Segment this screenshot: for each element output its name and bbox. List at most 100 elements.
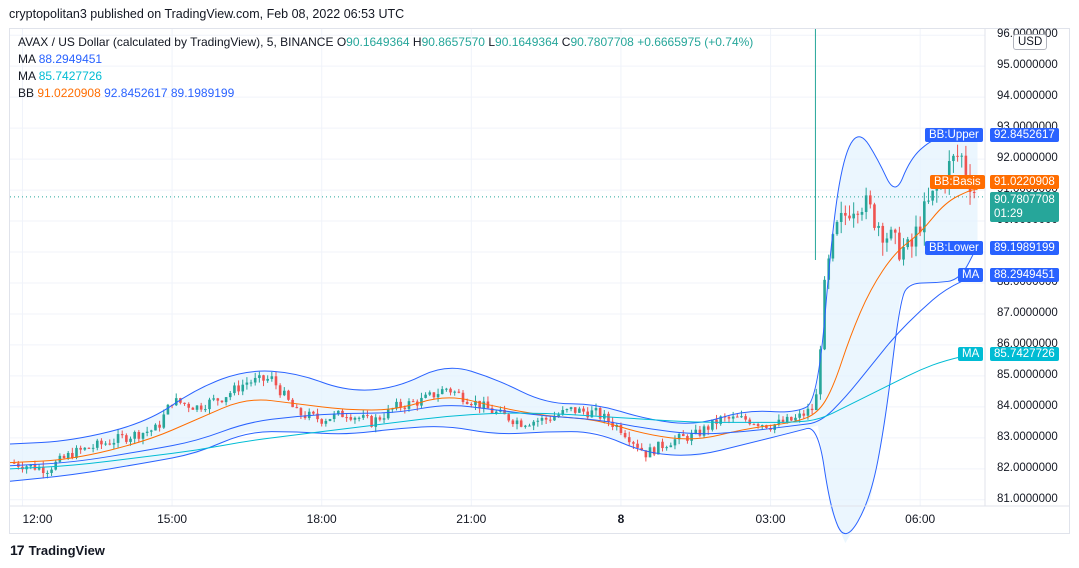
candle-body <box>220 400 224 403</box>
candle-body <box>436 394 440 398</box>
candle-body <box>116 434 120 443</box>
publish-header: cryptopolitan3 published on TradingView.… <box>9 7 405 21</box>
price-tick-label: 85.0000000 <box>997 368 1058 381</box>
candle-body <box>33 464 37 470</box>
candle-body <box>266 378 269 381</box>
symbol-title[interactable]: AVAX / US Dollar (calculated by TradingV… <box>18 35 334 49</box>
candle-body <box>573 407 577 413</box>
candle-body <box>715 419 718 424</box>
candle-body <box>902 247 905 260</box>
bb-lower-tag-value: 89.1989199 <box>990 241 1059 255</box>
legend-ma-slow-row[interactable]: MA 85.7427726 <box>18 68 753 85</box>
bb-basis-tag-label: BB:Basis <box>930 175 985 189</box>
candle-body <box>278 385 282 396</box>
candle-body <box>228 393 232 398</box>
candle-body <box>399 401 402 408</box>
candle-body <box>623 432 627 438</box>
price-tick-label: 82.0000000 <box>997 461 1058 474</box>
candle-body <box>835 221 839 235</box>
candle-body <box>62 455 66 458</box>
candle-body <box>889 229 893 239</box>
legend-symbol-row: AVAX / US Dollar (calculated by TradingV… <box>18 34 753 51</box>
legend-ma-fast-row[interactable]: MA 88.2949451 <box>18 51 753 68</box>
price-tick-label: 81.0000000 <box>997 492 1058 505</box>
candle-body <box>403 407 407 409</box>
candle-body <box>947 161 951 185</box>
candle-body <box>806 408 810 416</box>
candle-body <box>557 414 560 417</box>
candle-body <box>698 429 702 436</box>
candle-body <box>332 413 336 420</box>
candle-body <box>852 213 855 219</box>
candle-body <box>765 425 768 428</box>
candle-body <box>914 226 918 247</box>
candle-body <box>366 415 369 417</box>
candle-body <box>253 377 257 383</box>
bb-label: BB <box>18 86 35 100</box>
candle-body <box>640 447 644 451</box>
candle-body <box>598 408 602 419</box>
candle-body <box>706 426 710 430</box>
candle-body <box>490 408 494 414</box>
candle-body <box>661 441 664 449</box>
candle-body <box>669 445 673 448</box>
candle-body <box>191 407 195 410</box>
candle-body <box>644 450 648 458</box>
candle-body <box>432 392 436 398</box>
bb-lower-tag-label: BB:Lower <box>925 241 983 255</box>
candle-body <box>150 430 153 432</box>
candle-body <box>357 417 361 419</box>
candle-body <box>923 201 926 233</box>
candle-body <box>166 404 170 415</box>
legend-bb-row[interactable]: BB 91.0220908 92.8452617 89.1989199 <box>18 85 753 102</box>
candle-body <box>87 447 91 449</box>
candle-body <box>681 434 685 437</box>
candle-body <box>727 417 731 419</box>
close-value: 90.7807708 <box>570 35 634 49</box>
candle-body <box>282 390 286 396</box>
candle-body <box>756 424 760 426</box>
candle-body <box>864 195 868 213</box>
candle-body <box>578 408 581 413</box>
candle-body <box>590 410 594 418</box>
candle-body <box>245 382 249 385</box>
candle-body <box>760 425 764 427</box>
candle-body <box>935 187 939 191</box>
candle-body <box>204 409 207 411</box>
candle-body <box>548 419 552 421</box>
candle-body <box>370 415 373 427</box>
candle-body <box>798 413 801 418</box>
candle-body <box>627 437 631 443</box>
tradingview-brand: TradingView <box>28 542 105 558</box>
high-label: H <box>412 35 422 49</box>
candle-body <box>50 469 53 473</box>
candle-body <box>972 191 976 193</box>
candle-body <box>528 425 531 427</box>
candle-body <box>141 432 145 439</box>
candle-body <box>353 417 357 420</box>
candle-body <box>910 239 914 247</box>
candle-body <box>898 232 901 260</box>
candle-body <box>511 420 515 425</box>
price-tick-label: 94.0000000 <box>997 90 1058 103</box>
candle-body <box>931 190 934 201</box>
candle-body <box>848 215 851 219</box>
tradingview-footer[interactable]: 17 TradingView <box>10 542 105 558</box>
candle-body <box>702 426 706 436</box>
candle-body <box>199 405 203 410</box>
candle-body <box>885 238 889 243</box>
candle-body <box>536 420 540 422</box>
currency-button[interactable]: USD <box>1013 34 1048 50</box>
candle-body <box>586 411 589 418</box>
ma-slow-tag-value: 85.7427726 <box>990 347 1059 361</box>
candle-body <box>316 413 319 420</box>
candle-body <box>781 419 785 423</box>
candle-body <box>320 419 324 424</box>
time-tick-label: 18:00 <box>306 512 337 526</box>
candle-body <box>677 434 681 440</box>
candle-body <box>361 415 365 418</box>
candle-body <box>952 155 955 162</box>
candle-body <box>129 438 132 442</box>
candle-body <box>748 419 752 425</box>
